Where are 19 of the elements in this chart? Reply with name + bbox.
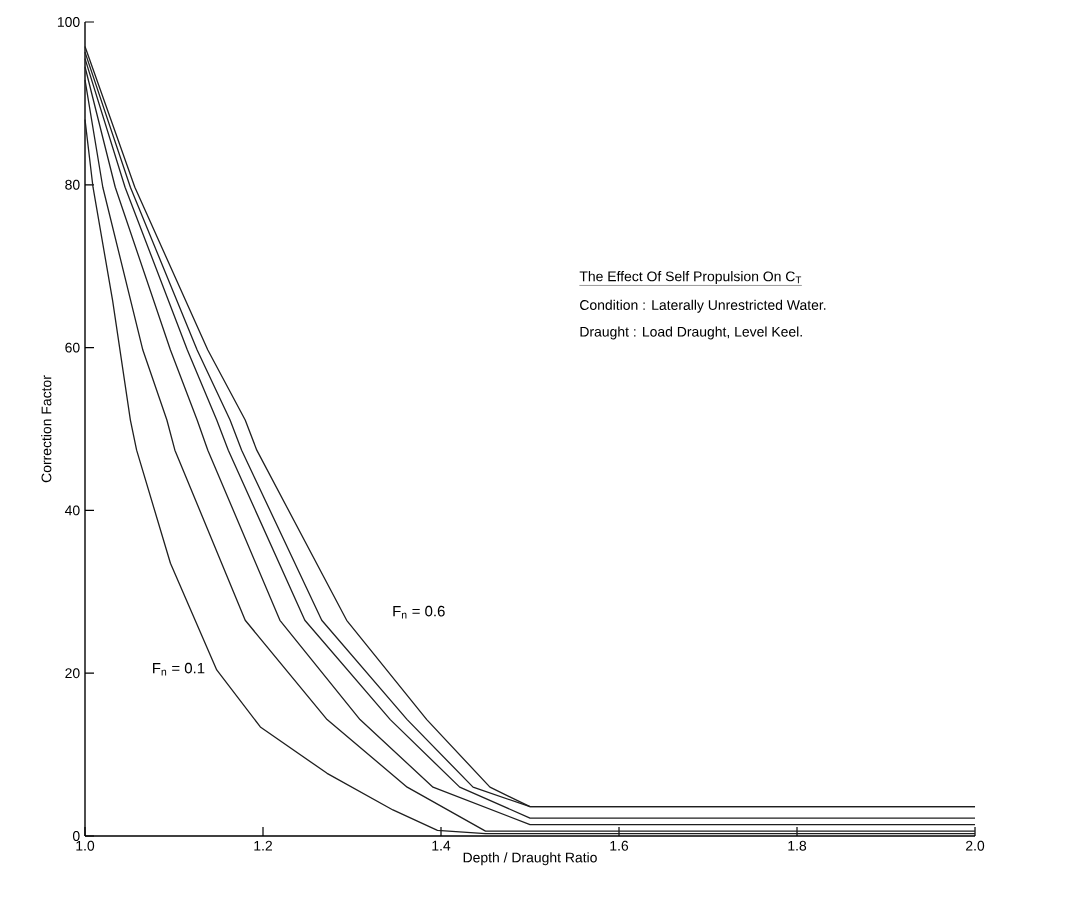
annotation: Condition : Laterally Unrestricted Water. — [580, 299, 826, 313]
x-tick-label: 1.0 — [76, 840, 95, 851]
annotation: F$_{n}$ = 0.1 — [153, 662, 205, 676]
y-tick-label: 40 — [64, 505, 80, 516]
text: The Effect Of Self Propulsion On C$_{T}$ — [579, 271, 802, 285]
x-tick-label: 1.2 — [254, 840, 272, 851]
x-tick-label: 1.4 — [432, 840, 451, 851]
annotation: F$_{n}$ = 0.6 — [393, 605, 445, 619]
x-tick-label: 1.6 — [610, 840, 629, 851]
x-tick-label: 2.0 — [966, 840, 985, 851]
x-tick-label: 1.8 — [788, 840, 807, 851]
y-tick-label: 80 — [65, 179, 80, 190]
annotation: Draught : Load Draught, Level Keel. — [580, 326, 802, 340]
y-tick-label: 20 — [65, 668, 80, 679]
x-axis-title: Depth / Draught Ratio — [463, 852, 597, 866]
y-tick-label: 60 — [65, 342, 80, 353]
y-tick-label: 100 — [57, 17, 80, 27]
y-axis-title: Correction Factor — [41, 375, 52, 483]
y-tick-label: 0 — [72, 831, 80, 841]
